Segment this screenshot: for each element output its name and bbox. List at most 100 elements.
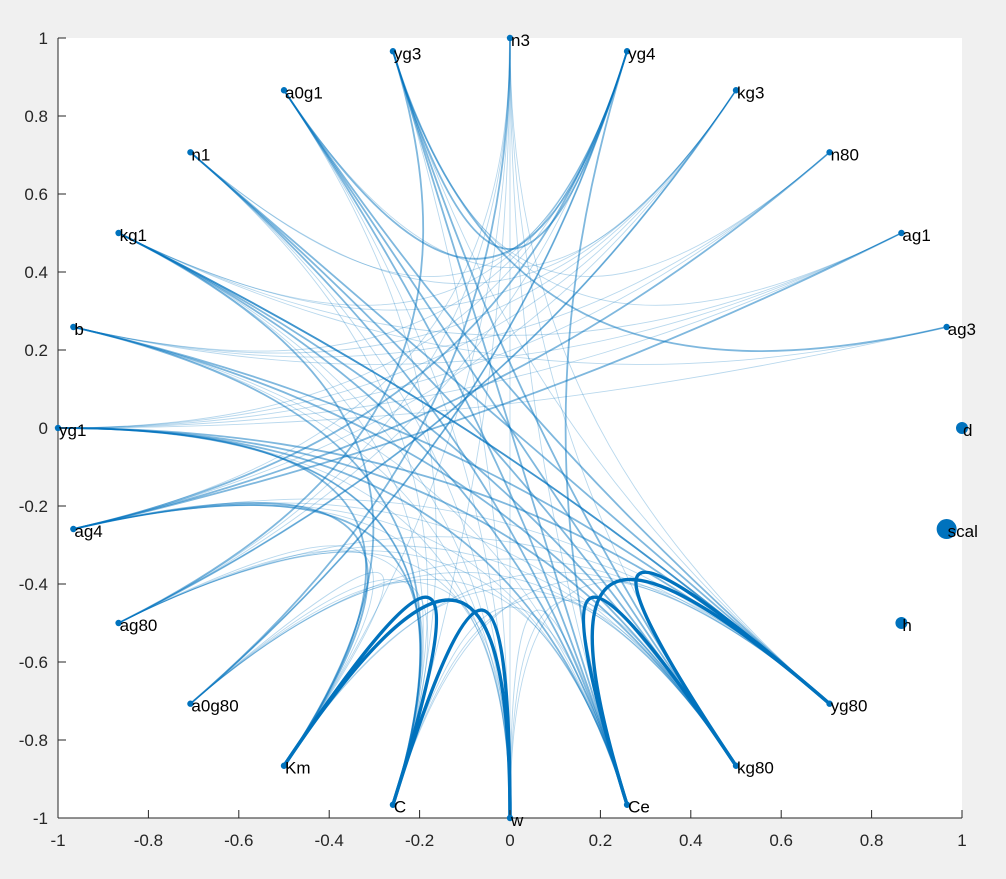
- graph-edge: [118, 536, 831, 705]
- node-label: b: [74, 320, 83, 339]
- graph-edge: [283, 89, 831, 705]
- graph-edge: [117, 89, 737, 624]
- graph-edge: [72, 89, 737, 354]
- graph-edge: [282, 598, 512, 820]
- y-tick-label: 0.4: [24, 263, 48, 282]
- graph-edge: [391, 608, 512, 820]
- node-label: yg3: [394, 44, 421, 63]
- graph-edge: [118, 545, 374, 767]
- x-tick-label: 0.2: [589, 831, 613, 850]
- node-label: kg1: [120, 226, 147, 245]
- graph-node: [623, 48, 631, 55]
- graph-node: [956, 422, 968, 434]
- nodes-layer: [54, 34, 968, 822]
- graph-edge: [189, 571, 385, 767]
- graph-node: [732, 87, 740, 94]
- node-label: w: [510, 811, 524, 830]
- node-label: ag4: [74, 522, 102, 541]
- y-tick-label: 1: [39, 29, 48, 48]
- graph-edge: [57, 151, 831, 429]
- graph-node: [115, 229, 122, 237]
- y-tick-label: -1: [33, 809, 48, 828]
- node-label: Km: [285, 759, 311, 778]
- node-label: kg3: [737, 83, 764, 102]
- graph-edge: [590, 577, 832, 807]
- y-tick-label: -0.4: [19, 575, 48, 594]
- graph-node: [943, 323, 950, 331]
- graph-node: [826, 149, 833, 156]
- x-tick-label: 0.6: [769, 831, 793, 850]
- x-tick-label: 0: [505, 831, 514, 850]
- graph-node: [936, 519, 957, 540]
- graph-edge: [189, 89, 737, 285]
- graph-edge: [117, 232, 628, 806]
- graph-edge: [117, 50, 425, 624]
- graph-edge: [57, 427, 737, 767]
- graph-edge: [72, 326, 737, 767]
- x-tick-label: 0.8: [860, 831, 884, 850]
- node-label: ag1: [902, 226, 930, 245]
- node-label: yg4: [628, 44, 655, 63]
- graph-edge: [282, 595, 439, 807]
- graph-node: [506, 34, 514, 42]
- graph-edge: [189, 151, 628, 806]
- graph-edge: [118, 232, 902, 336]
- node-label: n3: [511, 31, 530, 50]
- y-tick-label: -0.8: [19, 731, 48, 750]
- node-label: yg80: [831, 697, 868, 716]
- graph-edge: [581, 595, 738, 807]
- graph-edge: [72, 232, 903, 530]
- x-tick-label: 0.4: [679, 831, 703, 850]
- graph-node: [389, 801, 397, 808]
- graph-edge: [189, 558, 831, 705]
- node-label: ag3: [948, 320, 976, 339]
- graph-edge: [283, 89, 737, 767]
- graph-node: [732, 762, 740, 769]
- x-tick-label: -0.2: [405, 831, 434, 850]
- graph-edge: [283, 571, 831, 767]
- y-tick-label: -0.6: [19, 653, 48, 672]
- graph-edge: [118, 550, 424, 806]
- node-label: a0g80: [191, 697, 238, 716]
- x-tick-label: -1: [50, 831, 65, 850]
- x-tick-label: 1: [957, 831, 966, 850]
- graph-edge: [117, 232, 375, 767]
- graph-node: [115, 619, 122, 627]
- node-label: kg80: [737, 759, 774, 778]
- graph-node: [280, 762, 288, 769]
- graph-edge: [72, 37, 511, 530]
- node-label: yg1: [59, 421, 86, 440]
- node-label: a0g1: [285, 83, 323, 102]
- graph-edge: [189, 50, 628, 705]
- edges-layer: [57, 37, 948, 820]
- ticks-layer: -1 -0.8 -0.6 -0.4 -0.2 0 0.2 0.4 0.6 0.8 1 1 0.8 0.6 0…: [19, 29, 967, 850]
- graph-edge: [57, 50, 628, 429]
- graph-node: [70, 323, 77, 331]
- node-label: Ce: [628, 798, 650, 817]
- graph-edge: [283, 37, 511, 767]
- graph-edge: [72, 326, 628, 806]
- graph-edge: [118, 50, 628, 306]
- node-label: scal: [948, 522, 978, 541]
- graph-edge: [72, 502, 369, 767]
- graph-edge: [118, 232, 948, 365]
- y-tick-label: 0.8: [24, 107, 48, 126]
- graph-node: [187, 700, 194, 707]
- graph-edge: [509, 37, 831, 705]
- graph-node: [895, 617, 908, 629]
- x-tick-label: -0.4: [315, 831, 344, 850]
- graph-edge: [72, 89, 737, 530]
- graph-edge: [118, 551, 511, 819]
- graph-edge: [189, 578, 429, 806]
- y-tick-label: -0.2: [19, 497, 48, 516]
- labels-layer: d ag3 ag1 n80 kg3 yg4 n3 yg3 a0g1 n1 kg1 b yg1 ag4 ag8…: [59, 31, 978, 830]
- y-tick-label: 0.6: [24, 185, 48, 204]
- y-tick-label: 0.2: [24, 341, 48, 360]
- node-label: d: [963, 421, 972, 440]
- graph-edge: [283, 588, 737, 767]
- node-label: n80: [831, 145, 859, 164]
- graph-edge: [392, 50, 948, 352]
- graph-node: [623, 801, 631, 808]
- graph-node: [54, 424, 62, 432]
